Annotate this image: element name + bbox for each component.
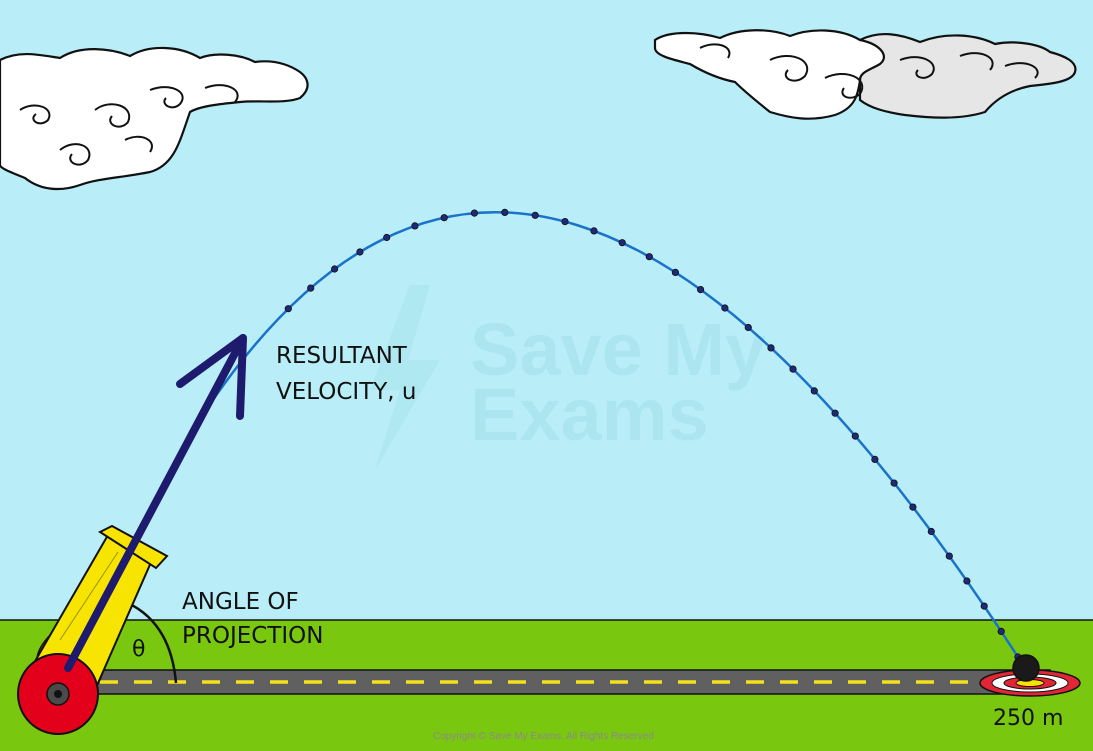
svg-text:Exams: Exams: [470, 373, 709, 456]
trajectory-dot: [871, 455, 879, 463]
trajectory-dot: [963, 577, 971, 585]
trajectory-dot: [744, 323, 752, 332]
trajectory-dot: [330, 265, 339, 273]
watermark: Save My Exams: [370, 285, 766, 470]
velocity-label-line2: VELOCITY, u: [276, 379, 417, 405]
trajectory-dot: [767, 344, 775, 352]
trajectory-dot: [645, 253, 653, 261]
trajectory-dot: [927, 527, 935, 536]
svg-text:Save My: Save My: [470, 308, 766, 391]
trajectory-dot: [618, 239, 626, 247]
distance-label: 250 m: [993, 706, 1063, 731]
trajectory-dot: [411, 222, 419, 230]
trajectory-dot: [980, 602, 988, 610]
trajectory-dot: [470, 209, 478, 217]
angle-label-line1: ANGLE OF: [182, 589, 299, 615]
trajectory-dot: [997, 627, 1005, 636]
trajectory-dot: [284, 305, 292, 313]
trajectory-dot: [590, 227, 598, 235]
trajectory-dot: [501, 208, 509, 216]
target: [979, 669, 1081, 697]
theta-symbol: θ: [132, 637, 145, 662]
copyright-notice: Copyright © Save My Exams. All Rights Re…: [433, 731, 654, 742]
velocity-arrow: [64, 334, 247, 672]
trajectory-dot: [909, 503, 917, 511]
trajectory-dot: [383, 233, 391, 242]
trajectory-dot: [945, 552, 953, 560]
trajectory-dot: [440, 214, 448, 222]
trajectory-dot: [789, 365, 797, 373]
angle-label-line2: PROJECTION: [182, 623, 323, 649]
trajectory-dot: [531, 211, 539, 219]
trajectory-markers: [284, 208, 1022, 661]
cannonball: [1012, 654, 1040, 682]
road: [59, 669, 1051, 695]
trajectory-dot: [356, 248, 364, 256]
cloud-right: [653, 29, 1077, 120]
cloud-left: [0, 46, 309, 191]
trajectory-dot: [671, 268, 680, 276]
trajectory-dot: [721, 304, 729, 312]
trajectory-dot: [307, 284, 315, 292]
trajectory-dot: [851, 432, 859, 440]
velocity-label-line1: RESULTANT: [276, 343, 408, 369]
trajectory-dot: [810, 387, 818, 395]
trajectory-dot: [696, 285, 705, 294]
trajectory-dot: [890, 479, 898, 487]
trajectory-dot: [561, 218, 569, 226]
trajectory-dot: [831, 409, 839, 417]
